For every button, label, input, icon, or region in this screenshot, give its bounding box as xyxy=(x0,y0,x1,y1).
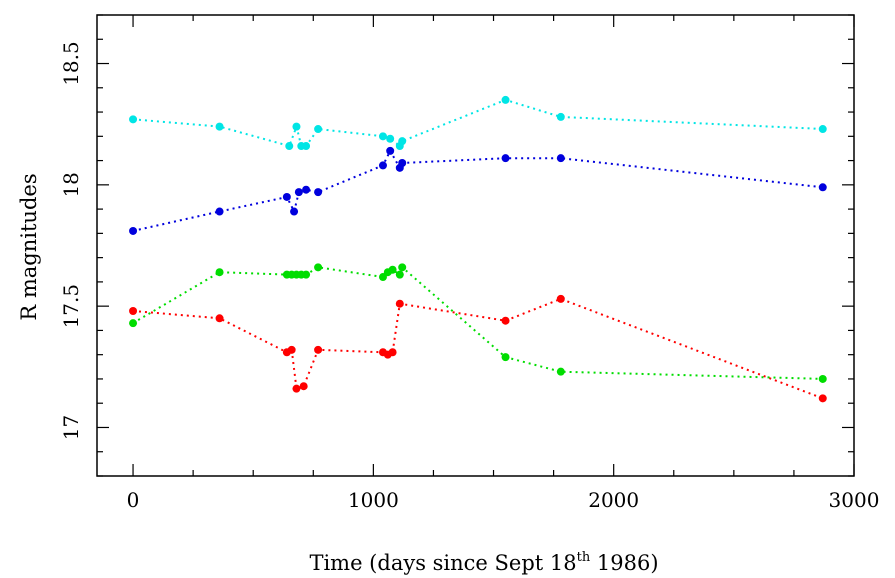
plot-frame xyxy=(96,14,855,477)
data-point xyxy=(501,154,510,163)
data-point xyxy=(818,374,827,383)
x-tick-label: 0 xyxy=(127,488,140,512)
data-series xyxy=(129,95,827,403)
data-point xyxy=(556,294,565,303)
data-point xyxy=(818,183,827,192)
data-point xyxy=(314,263,323,272)
series-line xyxy=(132,98,823,148)
series-3 xyxy=(129,146,827,235)
data-point xyxy=(388,265,397,274)
data-point xyxy=(290,207,299,216)
series-1 xyxy=(129,294,827,403)
data-point xyxy=(386,146,395,155)
y-tick-label: 17.5 xyxy=(59,284,83,329)
data-point xyxy=(378,132,387,141)
data-point xyxy=(299,382,308,391)
axis-ticks xyxy=(97,14,855,477)
data-point xyxy=(294,188,303,197)
data-point xyxy=(215,268,224,277)
data-point xyxy=(395,270,404,279)
data-point xyxy=(818,125,827,134)
data-point xyxy=(215,122,224,131)
data-point xyxy=(302,142,311,151)
data-point xyxy=(388,348,397,357)
series-2 xyxy=(129,263,827,383)
x-axis-title: Time (days since Sept 18th 1986) xyxy=(309,550,658,575)
y-tick-label: 18.5 xyxy=(59,41,83,86)
series-line xyxy=(132,297,824,400)
data-point xyxy=(302,185,311,194)
data-point xyxy=(292,384,301,393)
data-point xyxy=(556,154,565,163)
data-point xyxy=(215,314,224,323)
data-point xyxy=(378,273,387,282)
data-point xyxy=(378,161,387,170)
data-point xyxy=(501,95,510,104)
data-point xyxy=(398,137,407,146)
series-line xyxy=(132,265,823,380)
data-point xyxy=(287,345,296,354)
data-point xyxy=(129,115,138,124)
data-point xyxy=(386,134,395,143)
data-point xyxy=(215,207,224,216)
data-point xyxy=(282,192,291,201)
data-point xyxy=(292,122,301,131)
data-point xyxy=(398,263,407,272)
data-point xyxy=(556,367,565,376)
y-tick-label: 17 xyxy=(59,415,83,440)
data-point xyxy=(129,226,138,235)
data-point xyxy=(129,307,138,316)
data-point xyxy=(314,188,323,197)
data-point xyxy=(395,299,404,308)
data-point xyxy=(501,316,510,325)
x-tick-label: 3000 xyxy=(829,488,880,512)
data-point xyxy=(302,270,311,279)
series-4 xyxy=(129,95,827,151)
data-point xyxy=(501,353,510,362)
data-point xyxy=(556,112,565,121)
series-line xyxy=(132,148,823,232)
x-tick-label: 1000 xyxy=(348,488,399,512)
data-point xyxy=(129,319,138,328)
data-point xyxy=(314,125,323,134)
tick-labels: 0 1000 2000 3000 17 17.5 18 18.5 xyxy=(59,41,879,512)
x-tick-label: 2000 xyxy=(588,488,639,512)
data-point xyxy=(818,394,827,403)
data-point xyxy=(314,345,323,354)
y-tick-label: 18 xyxy=(59,172,83,197)
data-point xyxy=(285,142,294,151)
y-axis-title: R magnitudes xyxy=(17,173,41,320)
data-point xyxy=(398,159,407,168)
